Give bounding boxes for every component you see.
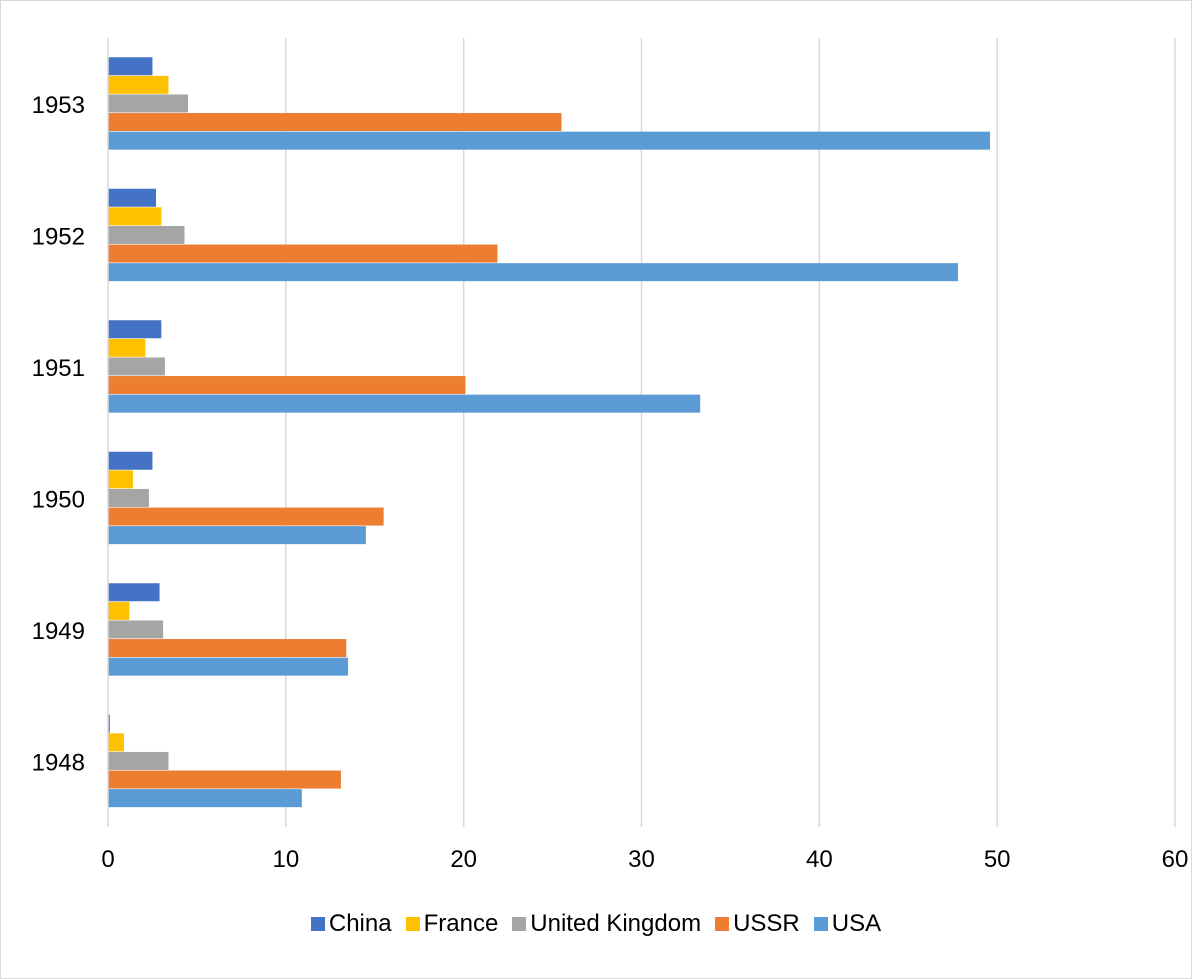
legend-swatch [310, 917, 325, 931]
x-tick-label: 40 [806, 846, 833, 873]
legend: China France United Kingdom USSR USA [0, 910, 1192, 938]
bar-france-1950 [108, 470, 133, 489]
bar-china-1952 [108, 188, 157, 207]
bar-china-1951 [108, 320, 162, 339]
axes: 0 10 20 30 40 50 60 1948 1949 1950 1951 1952 1953 [32, 38, 1189, 873]
bar-ussr-1951 [108, 376, 466, 395]
legend-label: USSR [733, 910, 800, 937]
legend-swatch [715, 917, 730, 931]
x-tick-label: 30 [628, 846, 655, 873]
x-tick-label: 60 [1162, 846, 1189, 873]
bar-china-1948 [108, 714, 110, 733]
bar-china-1950 [108, 451, 153, 470]
x-tick-label: 0 [101, 846, 114, 873]
legend-swatch [405, 917, 420, 931]
y-tick-label: 1949 [32, 618, 85, 645]
bar-france-1952 [108, 207, 162, 226]
legend-item: France [405, 910, 499, 938]
x-tick-label: 10 [272, 846, 299, 873]
bar-united-kingdom-1948 [108, 751, 169, 770]
legend-item: USA [813, 910, 882, 938]
bar-chart: 0 10 20 30 40 50 60 1948 1949 1950 1951 1952 1953 [32, 38, 1189, 873]
bar-ussr-1948 [108, 770, 341, 789]
bar-ussr-1952 [108, 244, 498, 263]
bar-united-kingdom-1951 [108, 357, 165, 376]
legend-item: United Kingdom [512, 910, 701, 938]
bar-france-1948 [108, 733, 125, 752]
x-tick-label: 50 [984, 846, 1011, 873]
bar-united-kingdom-1949 [108, 620, 164, 639]
legend-item: China [310, 910, 392, 938]
bar-united-kingdom-1952 [108, 225, 185, 244]
bar-ussr-1950 [108, 507, 384, 526]
bar-usa-1948 [108, 789, 302, 808]
bar-united-kingdom-1950 [108, 488, 149, 507]
bar-usa-1949 [108, 657, 349, 676]
y-tick-label: 1951 [32, 355, 85, 382]
bar-france-1953 [108, 75, 169, 94]
bar-france-1951 [108, 338, 146, 357]
legend-item: USSR [715, 910, 800, 938]
bars [108, 57, 991, 808]
bar-ussr-1949 [108, 639, 347, 658]
bar-usa-1953 [108, 131, 991, 150]
bar-usa-1951 [108, 394, 701, 413]
legend-label: USA [831, 910, 882, 937]
bar-france-1949 [108, 601, 130, 620]
y-tick-label: 1952 [32, 223, 85, 250]
bar-usa-1952 [108, 263, 959, 282]
legend-swatch [813, 917, 828, 931]
bar-china-1949 [108, 583, 160, 602]
bar-united-kingdom-1953 [108, 94, 189, 113]
legend-label: United Kingdom [530, 910, 702, 937]
y-tick-label: 1950 [32, 486, 85, 513]
legend-swatch [512, 917, 527, 931]
legend-label: France [423, 910, 499, 937]
x-tick-label: 20 [450, 846, 477, 873]
gridlines [285, 38, 1176, 827]
y-tick-label: 1953 [32, 92, 85, 119]
bar-ussr-1953 [108, 113, 562, 132]
y-tick-label: 1948 [32, 749, 85, 776]
bar-china-1953 [108, 57, 153, 76]
legend-label: China [328, 910, 392, 937]
bar-usa-1950 [108, 526, 366, 545]
